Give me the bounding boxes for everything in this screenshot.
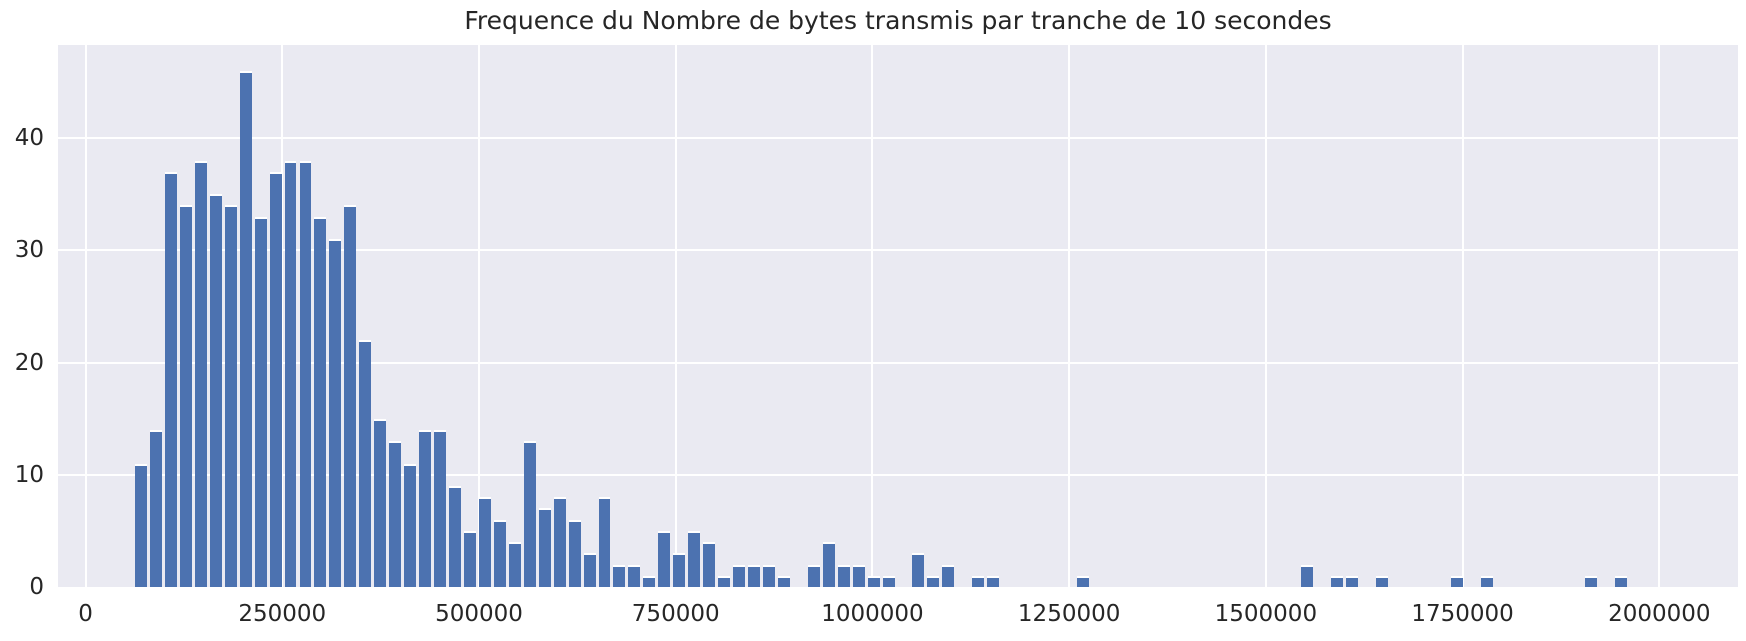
histogram-bar xyxy=(822,542,835,587)
histogram-bar xyxy=(703,542,716,587)
histogram-bar xyxy=(239,70,252,587)
histogram-bar xyxy=(927,575,940,587)
histogram-bar xyxy=(523,441,536,587)
y-tick-label-10: 10 xyxy=(14,461,44,488)
x-gridline-750000 xyxy=(674,45,677,587)
y-tick-label-40: 40 xyxy=(14,125,44,152)
y-gridline-10 xyxy=(58,473,1738,476)
histogram-bar xyxy=(882,575,895,587)
histogram-bar xyxy=(478,497,491,587)
histogram-bar xyxy=(762,564,775,587)
histogram-bar xyxy=(1346,575,1358,587)
histogram-bar xyxy=(718,575,731,587)
histogram-bar xyxy=(359,340,372,587)
y-tick-label-20: 20 xyxy=(14,349,44,376)
histogram-bar xyxy=(374,418,387,587)
histogram-bar xyxy=(493,519,506,587)
histogram-bar xyxy=(1480,575,1493,587)
x-gridline-1250000 xyxy=(1068,45,1071,587)
histogram-bar xyxy=(942,564,955,587)
histogram-bar xyxy=(434,429,446,587)
histogram-bar xyxy=(344,205,357,587)
histogram-bar xyxy=(628,564,641,587)
histogram-bar xyxy=(1375,575,1388,587)
histogram-bar xyxy=(1076,575,1089,587)
y-tick-label-0: 0 xyxy=(29,574,44,600)
histogram-bar xyxy=(658,530,671,587)
x-tick-label-250000: 250000 xyxy=(238,601,327,627)
y-gridline-40 xyxy=(58,137,1738,140)
y-tick-label-30: 30 xyxy=(14,237,44,264)
histogram-bar xyxy=(807,564,820,587)
x-gridline-500000 xyxy=(477,45,480,587)
x-gridline-1500000 xyxy=(1264,45,1267,587)
histogram-bar xyxy=(179,205,192,587)
x-gridline-0 xyxy=(84,45,87,587)
histogram-bar xyxy=(329,239,342,587)
histogram-bar xyxy=(404,463,417,587)
x-tick-label-0: 0 xyxy=(78,601,93,627)
histogram-bar xyxy=(1331,575,1344,587)
histogram-bar xyxy=(389,441,402,587)
y-gridline-20 xyxy=(58,361,1738,364)
histogram-bar xyxy=(164,171,177,587)
plot-area: 0 250000 500000 750000 1000000 1250000 1500000… xyxy=(58,45,1738,627)
histogram-bar xyxy=(254,216,267,587)
histogram-bar xyxy=(194,160,207,587)
x-gridline-1750000 xyxy=(1461,45,1464,587)
x-tick-label-1500000: 1500000 xyxy=(1214,601,1318,627)
histogram-bar xyxy=(209,194,222,587)
histogram-bar xyxy=(987,575,1000,587)
histogram-bar xyxy=(135,463,147,587)
histogram-bar xyxy=(777,575,790,587)
histogram-bar xyxy=(598,497,611,587)
x-gridline-1000000 xyxy=(871,45,874,587)
histogram-bar xyxy=(837,564,850,587)
histogram-bar xyxy=(867,575,880,587)
histogram-bar xyxy=(643,575,656,587)
histogram-bar xyxy=(568,519,581,587)
x-tick-label-1250000: 1250000 xyxy=(1017,601,1121,627)
histogram-bar xyxy=(688,530,701,587)
histogram-bar xyxy=(284,160,297,587)
histogram-bar xyxy=(972,575,985,587)
x-gridline-250000 xyxy=(281,45,284,587)
histogram-bar xyxy=(748,564,760,587)
histogram-bar xyxy=(149,429,162,587)
histogram-bar xyxy=(269,171,282,587)
histogram-bar xyxy=(314,216,327,587)
histogram-bar xyxy=(449,486,461,587)
histogram-bar xyxy=(224,205,237,587)
histogram-bar xyxy=(912,553,925,587)
histogram-bar xyxy=(1585,575,1598,587)
chart-title: Frequence du Nombre de bytes transmis pa… xyxy=(464,6,1332,35)
x-tick-label-1000000: 1000000 xyxy=(821,601,924,627)
x-tick-label-2000000: 2000000 xyxy=(1608,601,1711,627)
x-gridline-2000000 xyxy=(1658,45,1661,587)
histogram-bar xyxy=(733,564,745,587)
histogram-bar xyxy=(463,530,476,587)
histogram-bar xyxy=(673,553,686,587)
histogram-bar xyxy=(1450,575,1463,587)
histogram-bar xyxy=(299,160,312,587)
histogram-bar xyxy=(1301,564,1314,587)
histogram-bar xyxy=(508,542,521,587)
y-gridline-30 xyxy=(58,249,1738,252)
histogram-bar xyxy=(553,497,566,587)
histogram-bar xyxy=(1615,575,1628,587)
histogram-bar xyxy=(583,553,596,587)
x-tick-label-1750000: 1750000 xyxy=(1411,601,1514,627)
histogram-bar xyxy=(419,429,432,587)
x-tick-label-500000: 500000 xyxy=(435,601,523,627)
histogram-bar xyxy=(613,564,626,587)
x-tick-label-750000: 750000 xyxy=(631,601,720,627)
histogram-bar xyxy=(852,564,865,587)
histogram-bar xyxy=(538,508,551,587)
